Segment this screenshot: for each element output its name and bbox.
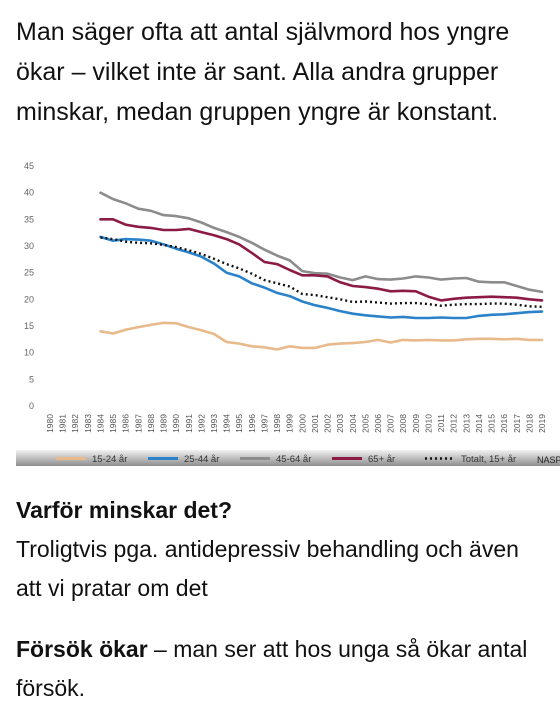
- y-tick-label: 40: [24, 188, 34, 198]
- x-axis: 1980 1981 1982 1983 1984 1985 1986 1987 1988 1989…: [45, 414, 547, 433]
- x-tick-label: 1983: [83, 414, 93, 433]
- y-axis: 0 5 10 15 20 25 30 35 40 45: [24, 161, 34, 411]
- x-tick-label: 1994: [222, 414, 232, 433]
- series-line-4: [99, 218, 544, 302]
- explanation-text: Troligtvis pga. antidepressiv behandling…: [16, 536, 519, 601]
- legend-label: 15-24 år: [92, 454, 127, 465]
- x-tick-label: 1998: [272, 414, 282, 433]
- x-tick-label: 2014: [474, 414, 484, 433]
- legend-label: Totalt, 15+ år: [461, 454, 516, 465]
- x-tick-label: 2007: [386, 414, 396, 433]
- y-tick-label: 5: [29, 374, 34, 384]
- intro-text: Man säger ofta att antal självmord hos y…: [16, 18, 510, 126]
- x-tick-label: 2003: [335, 414, 345, 433]
- legend-band: [16, 450, 560, 466]
- x-tick-label: 2017: [512, 414, 522, 433]
- series-line-3: [99, 191, 544, 294]
- x-tick-label: 2015: [487, 414, 497, 433]
- y-tick-label: 0: [29, 401, 34, 411]
- attempts-rest: – man ser att hos unga så ökar antal för…: [16, 636, 528, 701]
- x-tick-label: 2012: [449, 414, 459, 433]
- y-tick-label: 25: [24, 268, 34, 278]
- attempts-emphasis: Försök ökar: [16, 636, 148, 662]
- y-tick-label: 15: [24, 321, 34, 331]
- x-tick-label: 2018: [524, 414, 534, 433]
- x-tick-label: 2009: [411, 414, 421, 433]
- x-tick-label: 2019: [537, 414, 547, 433]
- x-tick-label: 2008: [398, 414, 408, 433]
- x-tick-label: 1992: [196, 414, 206, 433]
- y-tick-label: 35: [24, 214, 34, 224]
- x-tick-label: 1993: [209, 414, 219, 433]
- x-tick-label: 2002: [323, 414, 333, 433]
- legend-label: 25-44 år: [184, 454, 219, 465]
- x-tick-label: 2016: [499, 414, 509, 433]
- series-line-2: [99, 235, 544, 320]
- legend-label: 45-64 år: [276, 454, 311, 465]
- y-tick-label: 45: [24, 161, 34, 171]
- x-tick-label: 1991: [184, 414, 194, 433]
- section-heading: Varför minskar det?: [16, 497, 233, 523]
- x-tick-label: 1987: [133, 414, 143, 433]
- attempts-text: Försök ökar – man ser att hos unga så ök…: [16, 630, 546, 708]
- x-tick-label: 2004: [348, 414, 358, 433]
- x-tick-label: 1982: [70, 414, 80, 433]
- x-tick-label: 1995: [234, 414, 244, 433]
- series-line-1: [99, 321, 544, 351]
- legend-label: 65+ år: [368, 454, 395, 465]
- x-tick-label: 2006: [373, 414, 383, 433]
- x-tick-label: 1988: [146, 414, 156, 433]
- x-tick-label: 1997: [259, 414, 269, 433]
- legend: 15-24 år 25-44 år 45-64 år 65+ år Totalt, 15…: [16, 450, 560, 466]
- y-tick-label: 10: [24, 348, 34, 358]
- x-tick-label: 1990: [171, 414, 181, 433]
- series-line-5: [100, 236, 543, 308]
- x-tick-label: 1989: [159, 414, 169, 433]
- x-tick-label: 2005: [360, 414, 370, 433]
- plot-lines: [99, 191, 544, 351]
- x-tick-label: 1985: [108, 414, 118, 433]
- x-tick-label: 2000: [297, 414, 307, 433]
- x-tick-label: 1980: [45, 414, 55, 433]
- x-tick-label: 2010: [423, 414, 433, 433]
- x-tick-label: 1996: [247, 414, 257, 433]
- y-tick-label: 20: [24, 294, 34, 304]
- suicide-rate-chart: 0 5 10 15 20 25 30 35 40 45 1980 1981 1982 1983 1984 1…: [0, 150, 560, 466]
- x-tick-label: 1981: [58, 414, 68, 433]
- x-tick-label: 1984: [95, 414, 105, 433]
- x-tick-label: 2001: [310, 414, 320, 433]
- x-tick-label: 2011: [436, 414, 446, 433]
- x-tick-label: 1999: [285, 414, 295, 433]
- source-label: NASP: [537, 455, 560, 465]
- x-tick-label: 1986: [121, 414, 131, 433]
- y-tick-label: 30: [24, 241, 34, 251]
- x-tick-label: 2013: [461, 414, 471, 433]
